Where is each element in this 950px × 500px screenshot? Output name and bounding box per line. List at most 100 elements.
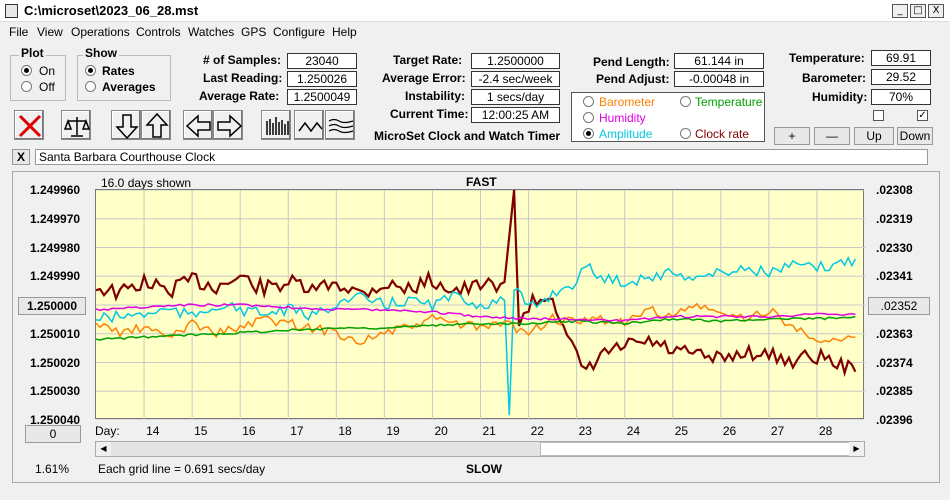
fast-label: FAST xyxy=(466,175,497,189)
day-tick-label: 19 xyxy=(386,424,400,438)
days-shown-label: 16.0 days shown xyxy=(101,176,192,190)
series-barometer-radio[interactable] xyxy=(583,96,594,107)
show-group xyxy=(77,55,171,101)
current-time-value: 12:00:25 AM xyxy=(471,107,560,123)
day-tick-label: 23 xyxy=(578,424,592,438)
target-rate-label: Target Rate: xyxy=(393,53,463,67)
menu-controls[interactable]: Controls xyxy=(136,25,181,39)
day-tick-label: 20 xyxy=(434,424,448,438)
average-rate-label: Average Rate: xyxy=(199,89,280,103)
move-right-button[interactable] xyxy=(213,110,243,140)
move-left-button[interactable] xyxy=(183,110,213,140)
left-tick-label: 1.250010 xyxy=(30,326,81,341)
down-button[interactable]: Down xyxy=(897,127,933,145)
percent-label: 1.61% xyxy=(35,462,70,476)
close-window-button[interactable]: X xyxy=(928,4,944,18)
checkbox-1[interactable] xyxy=(873,110,884,121)
right-tick-label: .02385 xyxy=(876,384,913,399)
zero-button[interactable]: 0 xyxy=(25,425,81,443)
stop-button[interactable] xyxy=(14,110,44,140)
instability-label: Instability: xyxy=(405,89,466,103)
series-barometer-label: Barometer xyxy=(599,95,656,109)
target-rate-value: 1.2500000 xyxy=(471,53,560,69)
last-reading-label: Last Reading: xyxy=(203,71,283,85)
menu-gps[interactable]: GPS xyxy=(241,25,267,39)
right-tick-label: .02341 xyxy=(876,269,913,284)
balance-scale-icon xyxy=(63,117,91,137)
series-clock-rate-radio[interactable] xyxy=(680,128,691,139)
menu-view[interactable]: View xyxy=(37,25,63,39)
arrow-left-icon xyxy=(185,114,211,138)
minimize-button[interactable]: _ xyxy=(892,4,908,18)
day-tick-label: 25 xyxy=(674,424,689,438)
plot-group-title: Plot xyxy=(19,46,46,60)
app-icon xyxy=(5,4,18,18)
left-reference-button[interactable]: 1.250000 xyxy=(18,297,86,315)
noise-icon xyxy=(328,118,354,134)
series-line-humidity xyxy=(95,303,856,323)
series-clock-rate-label: Clock rate xyxy=(695,127,750,141)
show-averages-radio[interactable] xyxy=(85,81,96,92)
show-group-title: Show xyxy=(83,46,119,60)
menu-file[interactable]: File xyxy=(9,25,29,39)
menu-bar: File View Operations Controls Watches GP… xyxy=(0,22,950,42)
day-tick-label: 24 xyxy=(626,424,641,438)
maximize-button[interactable]: □ xyxy=(910,4,926,18)
temperature-label: Temperature: xyxy=(789,51,865,65)
day-tick-label: 17 xyxy=(290,424,304,438)
noise-view-button[interactable] xyxy=(325,110,355,140)
plot-on-radio[interactable] xyxy=(21,65,32,76)
show-rates-label: Rates xyxy=(102,64,135,78)
minus-button[interactable]: — xyxy=(814,127,850,145)
right-tick-label: .02374 xyxy=(876,355,913,370)
arrow-down-icon xyxy=(115,114,139,140)
series-amplitude-label: Amplitude xyxy=(599,127,653,141)
series-amplitude-radio[interactable] xyxy=(583,128,594,139)
show-averages-label: Averages xyxy=(102,80,156,94)
wave-view-button[interactable] xyxy=(294,110,324,140)
series-temperature-label: Temperature xyxy=(695,95,763,109)
clear-clock-button[interactable]: X xyxy=(12,149,30,165)
barometer-value: 29.52 xyxy=(871,69,931,85)
average-error-value: -2.4 sec/week xyxy=(471,71,560,87)
slow-label: SLOW xyxy=(466,462,502,476)
move-up-button[interactable] xyxy=(141,110,171,140)
plot-group xyxy=(10,55,66,101)
plus-button[interactable]: + xyxy=(774,127,810,145)
menu-help[interactable]: Help xyxy=(332,25,357,39)
series-humidity-radio[interactable] xyxy=(583,112,594,123)
left-tick-label: 1.249960 xyxy=(30,183,81,197)
humidity-value: 70% xyxy=(871,89,931,105)
day-tick-label: 26 xyxy=(722,424,737,438)
horizontal-scrollbar[interactable]: ◀ ▶ xyxy=(95,441,865,457)
current-time-label: Current Time: xyxy=(390,107,469,121)
scale-button[interactable] xyxy=(61,110,91,140)
barometer-label: Barometer: xyxy=(802,71,867,85)
series-temperature-radio[interactable] xyxy=(680,96,691,107)
plot-off-radio[interactable] xyxy=(21,81,32,92)
right-reference-button[interactable]: .02352 xyxy=(868,297,930,315)
left-tick-label: 1.249980 xyxy=(30,240,81,255)
checkbox-2[interactable]: ✓ xyxy=(917,110,928,121)
up-button[interactable]: Up xyxy=(854,127,894,145)
menu-configure[interactable]: Configure xyxy=(273,25,326,39)
scroll-thumb[interactable] xyxy=(540,442,852,456)
move-down-button[interactable] xyxy=(111,110,141,140)
bar-view-button[interactable] xyxy=(261,110,291,140)
day-tick-label: 27 xyxy=(770,424,785,438)
show-rates-radio[interactable] xyxy=(85,65,96,76)
scroll-right-icon[interactable]: ▶ xyxy=(849,442,864,456)
plot-area xyxy=(95,189,865,421)
menu-operations[interactable]: Operations xyxy=(71,25,130,39)
average-error-label: Average Error: xyxy=(382,71,466,85)
series-line-amplitude xyxy=(95,256,857,416)
last-reading-value: 1.250026 xyxy=(287,71,357,87)
left-tick-label: 1.249970 xyxy=(30,211,81,226)
samples-value: 23040 xyxy=(287,53,357,69)
menu-watches[interactable]: Watches xyxy=(188,25,235,39)
plot-on-label: On xyxy=(39,64,56,78)
right-tick-label: .02363 xyxy=(876,326,913,341)
instability-value: 1 secs/day xyxy=(471,89,560,105)
clock-name-field[interactable]: Santa Barbara Courthouse Clock xyxy=(35,149,928,165)
scroll-left-icon[interactable]: ◀ xyxy=(96,442,111,456)
